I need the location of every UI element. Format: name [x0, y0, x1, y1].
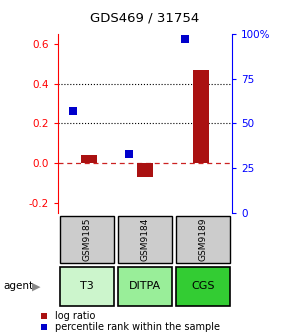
Bar: [118, 216, 172, 263]
Text: GSM9185: GSM9185: [82, 218, 92, 261]
Text: GSM9189: GSM9189: [198, 218, 208, 261]
Bar: [60, 267, 114, 306]
Bar: [176, 267, 230, 306]
Point: [71, 108, 75, 114]
Bar: [118, 267, 172, 306]
Bar: [137, 163, 153, 177]
Bar: [81, 156, 97, 163]
Text: agent: agent: [3, 282, 33, 291]
Text: ▶: ▶: [32, 282, 41, 291]
Bar: [193, 70, 209, 163]
Text: log ratio: log ratio: [55, 311, 95, 321]
Bar: [60, 216, 114, 263]
Text: GDS469 / 31754: GDS469 / 31754: [90, 12, 200, 25]
Text: GSM9184: GSM9184: [140, 218, 150, 261]
Bar: [176, 216, 230, 263]
Text: DITPA: DITPA: [129, 282, 161, 291]
Point: [183, 36, 188, 42]
Text: percentile rank within the sample: percentile rank within the sample: [55, 322, 220, 332]
Point: [127, 151, 132, 157]
Text: CGS: CGS: [191, 282, 215, 291]
Text: T3: T3: [80, 282, 94, 291]
